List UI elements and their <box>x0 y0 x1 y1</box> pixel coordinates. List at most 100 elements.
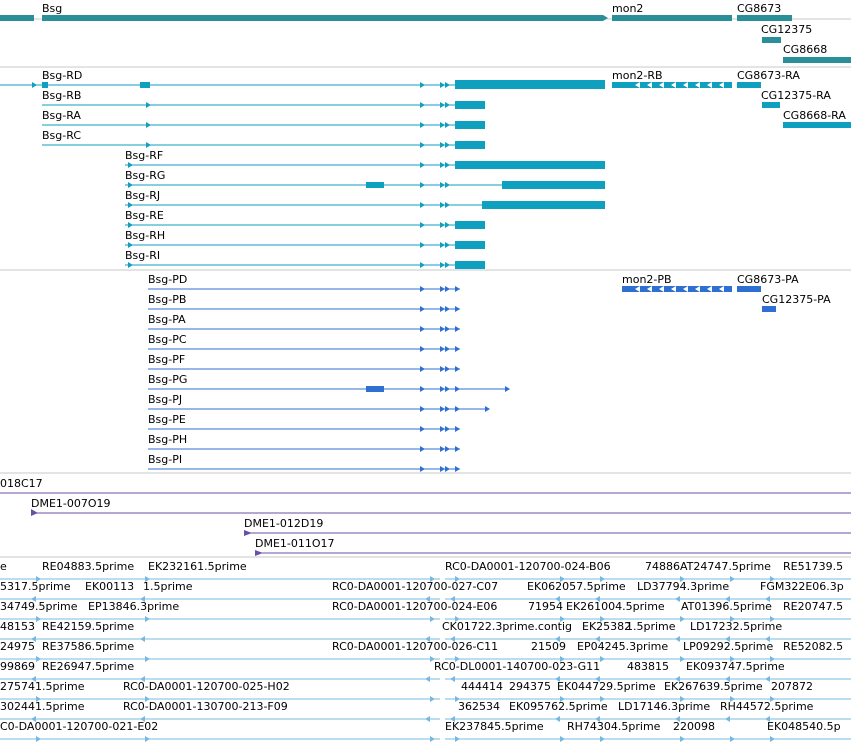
strand-arrow-icon <box>595 596 600 602</box>
transcript-exon[interactable] <box>366 182 384 188</box>
cds-exon[interactable] <box>366 386 384 392</box>
strand-arrow-icon <box>659 286 664 292</box>
gene-feature-bsg[interactable] <box>42 15 603 21</box>
strand-arrow-icon <box>770 736 775 742</box>
strand-arrow-icon <box>450 716 455 722</box>
est-label: AT24747.5prime <box>680 560 771 573</box>
transcript-exon[interactable] <box>455 241 485 249</box>
gene-feature-left[interactable] <box>0 15 34 21</box>
transcript-exon[interactable] <box>455 261 485 269</box>
strand-arrow-icon <box>707 82 712 88</box>
strand-arrow-icon <box>675 716 680 722</box>
strand-arrow-icon <box>719 286 724 292</box>
strand-arrow-icon <box>770 656 775 662</box>
cds-exon[interactable] <box>737 286 761 292</box>
transcript-exon[interactable] <box>737 82 761 88</box>
est-label: RE51739.5 <box>783 560 843 573</box>
strand-arrow-icon <box>445 142 450 148</box>
est-label: EK261004.5prime <box>566 600 665 613</box>
cds-exon[interactable] <box>622 286 732 292</box>
transcript-exon[interactable] <box>455 101 485 109</box>
transcript-exon[interactable] <box>455 141 485 149</box>
strand-arrow-icon <box>145 656 150 662</box>
strand-arrow-icon <box>455 406 460 412</box>
clone-track <box>0 492 851 556</box>
strand-arrow-icon <box>430 616 435 622</box>
gene-label: CG12375 <box>761 23 812 36</box>
cds-label: Bsg-PJ <box>148 393 182 406</box>
strand-arrow-icon <box>440 162 445 168</box>
strand-arrow-icon <box>505 386 510 392</box>
strand-arrow-icon <box>600 576 605 582</box>
est-label: EP13846.3prime <box>88 600 179 613</box>
strand-arrow-icon <box>128 162 133 168</box>
gene-feature-mon2[interactable] <box>612 15 732 21</box>
strand-arrow-icon <box>595 636 600 642</box>
strand-arrow-icon <box>445 82 450 88</box>
strand-arrow-icon <box>600 656 605 662</box>
est-label: 99869 <box>0 660 35 673</box>
est-label: RE26947.5prime <box>42 660 134 673</box>
transcript-exon[interactable] <box>762 102 780 108</box>
transcript-exon[interactable] <box>140 82 150 88</box>
strand-arrow-icon <box>140 596 145 602</box>
strand-arrow-icon <box>455 466 460 472</box>
gene-label: Bsg <box>42 2 62 15</box>
strand-arrow-icon <box>128 222 133 228</box>
transcript-label: Bsg-RI <box>125 249 160 262</box>
est-label: 74886 <box>645 560 680 573</box>
strand-arrow-icon <box>455 736 460 742</box>
strand-arrow-icon <box>36 696 41 702</box>
strand-arrow-icon <box>420 386 425 392</box>
cds-track <box>148 286 776 470</box>
est-label: RC0-DA0001-120700-027-C07 <box>332 580 498 593</box>
est-label: AT01396.5prime <box>681 600 772 613</box>
transcript-exon[interactable] <box>502 181 605 189</box>
est-label: RC0-DA0001-130700-213-F09 <box>123 700 288 713</box>
strand-arrow-icon <box>445 386 450 392</box>
strand-arrow-icon <box>128 202 133 208</box>
est-label: 71954 <box>528 600 563 613</box>
strand-arrow-icon <box>675 676 680 682</box>
est-label: 1.5prime <box>626 620 676 633</box>
strand-arrow-icon <box>420 82 425 88</box>
transcript-label: CG12375-RA <box>761 89 831 102</box>
clone-label: DME1-007O19 <box>31 497 111 510</box>
est-label: RC0-DA0001-120700-025-H02 <box>123 680 290 693</box>
est-label: LP09292.5prime <box>683 640 774 653</box>
strand-arrow-icon <box>425 716 430 722</box>
est-label: 1.5prime <box>143 580 193 593</box>
gene-feature-cg8668[interactable] <box>783 57 851 63</box>
cds-exon[interactable] <box>762 306 776 312</box>
transcript-label: CG8673-RA <box>737 69 800 82</box>
transcript-exon[interactable] <box>455 161 605 169</box>
transcript-exon[interactable] <box>482 201 605 209</box>
est-label: EK25382 <box>582 620 631 633</box>
strand-arrow-icon <box>455 576 460 582</box>
transcript-exon[interactable] <box>455 221 485 229</box>
transcript-exon[interactable] <box>42 82 48 88</box>
strand-arrows <box>31 82 775 742</box>
strand-arrow-icon <box>595 676 600 682</box>
strand-arrow-icon <box>36 576 41 582</box>
est-labels: e RE04883.5prime EK232161.5prime RC0-DA0… <box>0 560 844 733</box>
strand-arrow-icon <box>680 576 685 582</box>
est-label: EK048540.5p <box>767 720 841 733</box>
strand-arrow-icon <box>445 326 450 332</box>
est-label: 302441.5prime <box>0 700 85 713</box>
transcript-exon[interactable] <box>455 121 485 129</box>
cds-label: Bsg-PF <box>148 353 185 366</box>
strand-arrow-icon <box>440 426 445 432</box>
strand-arrow-icon <box>671 286 676 292</box>
strand-arrow-icon <box>455 696 460 702</box>
gene-feature-cg8673[interactable] <box>737 15 792 21</box>
strand-arrow-icon <box>420 406 425 412</box>
strand-arrow-icon <box>445 446 450 452</box>
strand-arrow-icon <box>430 736 435 742</box>
transcript-exon[interactable] <box>783 122 851 128</box>
transcript-exon[interactable] <box>455 80 605 89</box>
strand-arrow-icon <box>680 696 685 702</box>
gene-feature-cg12375[interactable] <box>762 37 781 43</box>
strand-arrow-icon <box>560 696 565 702</box>
